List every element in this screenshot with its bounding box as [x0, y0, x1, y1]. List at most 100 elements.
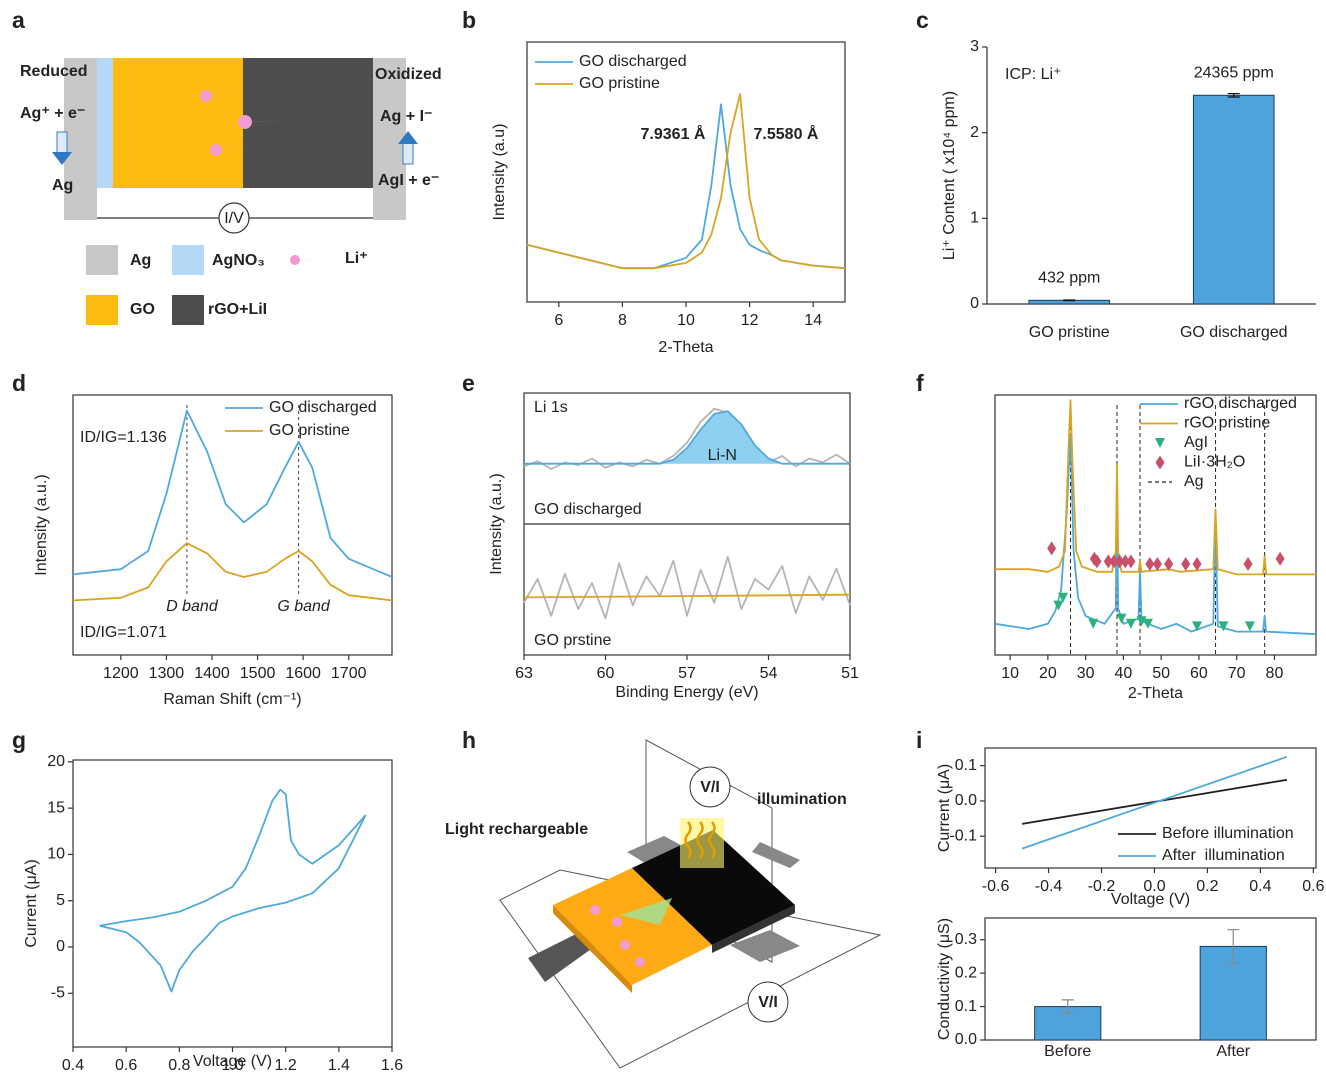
x-tick-label: 1600	[285, 665, 321, 682]
meter-label: V/I	[700, 779, 720, 796]
rgo-film	[632, 830, 795, 945]
plot-frame	[72, 759, 393, 1048]
arrow	[398, 131, 418, 144]
legend-label: After illumination	[1162, 847, 1285, 864]
x-tick-label: 50	[1152, 665, 1170, 682]
y-tick-label: -0.1	[949, 827, 977, 844]
x-tick-label: 57	[678, 665, 696, 682]
legend-label: Before illumination	[1162, 825, 1294, 842]
ag-electrode	[64, 58, 97, 220]
y-axis-label: Current (μA)	[936, 764, 953, 852]
panel-label: f	[916, 370, 924, 396]
x-tick-label: 0.2	[1196, 878, 1218, 895]
arrow	[402, 141, 414, 165]
sample-label: GO discharged	[534, 501, 642, 518]
panel-label: c	[916, 7, 929, 33]
y-axis-label: Intensity (a.u.)	[33, 474, 50, 575]
error-bar	[1063, 299, 1076, 302]
x-tick-label: 10	[677, 312, 695, 329]
x-tick-label: 0.6	[115, 1057, 137, 1072]
data-line	[1021, 755, 1288, 850]
triangle-marker	[1192, 621, 1203, 632]
x-tick-label: 1300	[149, 665, 185, 682]
annotation: ICP: Li⁺	[1005, 66, 1061, 83]
error-bar	[1227, 929, 1240, 964]
label: Ag	[52, 177, 73, 194]
y-tick-label: 0	[56, 938, 65, 955]
x-tick-label: Before	[1044, 1043, 1091, 1060]
diamond-marker	[1181, 557, 1191, 571]
label: AgI + e⁻	[378, 172, 439, 189]
data-line	[523, 555, 851, 620]
y-tick-label: -5	[51, 985, 65, 1002]
meter	[747, 981, 789, 1023]
x-axis-label: 2-Theta	[1128, 685, 1183, 702]
li-ions	[590, 902, 668, 967]
x-tick-label: 0.6	[1302, 878, 1324, 895]
plot-frame	[984, 917, 1317, 1041]
legend-label: GO discharged	[579, 53, 687, 70]
plane	[499, 869, 882, 1069]
x-tick-label: 51	[841, 665, 859, 682]
diamond-marker	[1115, 554, 1125, 569]
x-tick-label: 70	[1228, 665, 1246, 682]
diamond-marker	[1243, 557, 1253, 571]
y-tick-label: 0.3	[955, 931, 977, 948]
triangle-marker	[1218, 621, 1229, 632]
legend-label: GO pristine	[579, 75, 660, 92]
x-tick-label: 1200	[103, 665, 139, 682]
legend-label: GO pristine	[269, 422, 350, 439]
agno3-layer	[97, 58, 113, 188]
x-tick-label: 12	[741, 312, 759, 329]
x-tick-label: 0.4	[62, 1057, 84, 1072]
label: Light rechargeable	[445, 821, 588, 838]
x-tick-label: 1500	[240, 665, 276, 682]
x-tick-label: 0.4	[1249, 878, 1271, 895]
legend-swatch	[290, 254, 332, 265]
value-label: 24365 ppm	[1194, 64, 1274, 81]
rgo-layer	[243, 58, 373, 188]
device-diagram: V/I illumination Light rechargeable V/I	[445, 739, 882, 1069]
panel-label: g	[12, 727, 26, 753]
data-line	[72, 542, 393, 602]
data-line	[99, 788, 367, 993]
error-bar	[1227, 92, 1240, 98]
label: illumination	[757, 791, 847, 808]
y-tick-label: 3	[970, 38, 979, 55]
diamond-marker	[1145, 557, 1155, 571]
legend-swatch	[86, 245, 118, 275]
y-tick-label: 0.2	[955, 964, 977, 981]
value-label: 432 ppm	[1038, 270, 1100, 287]
y-tick-label: 0.1	[955, 998, 977, 1015]
go-film-edge	[553, 905, 632, 993]
x-tick-label: GO discharged	[1180, 324, 1288, 341]
panel-title: Li 1s	[534, 399, 568, 416]
y-tick-label: 0.0	[955, 1031, 977, 1048]
triangle-marker	[1057, 592, 1068, 603]
x-tick-label: 1700	[331, 665, 367, 682]
annotation: ID/IG=1.071	[80, 624, 167, 641]
go-layer	[113, 58, 243, 188]
x-tick-label: 63	[515, 665, 533, 682]
legend-label: GO discharged	[269, 399, 377, 416]
diamond-marker	[1152, 557, 1162, 571]
x-tick-label: 60	[597, 665, 615, 682]
y-axis-label: Intensity (a.u.)	[488, 473, 505, 574]
x-tick-label: 1400	[194, 665, 230, 682]
x-tick-label: 20	[1039, 665, 1057, 682]
plot-frame	[72, 394, 393, 656]
electrode	[627, 836, 690, 866]
y-axis-label: Conductivity (μS)	[936, 918, 953, 1040]
panel-label: h	[462, 727, 476, 753]
x-axis-label: Binding Energy (eV)	[615, 684, 758, 701]
panel-label: a	[12, 7, 25, 33]
annotation: ID/IG=1.136	[80, 429, 167, 446]
plot-frame	[984, 747, 1317, 869]
band-label: D band	[166, 598, 219, 615]
go-film	[553, 868, 712, 985]
triangle-marker	[1142, 618, 1153, 629]
x-axis-label: Voltage (V)	[1111, 891, 1190, 908]
x-axis-label: Raman Shift (cm⁻¹)	[163, 691, 301, 708]
x-tick-label: 14	[804, 312, 822, 329]
